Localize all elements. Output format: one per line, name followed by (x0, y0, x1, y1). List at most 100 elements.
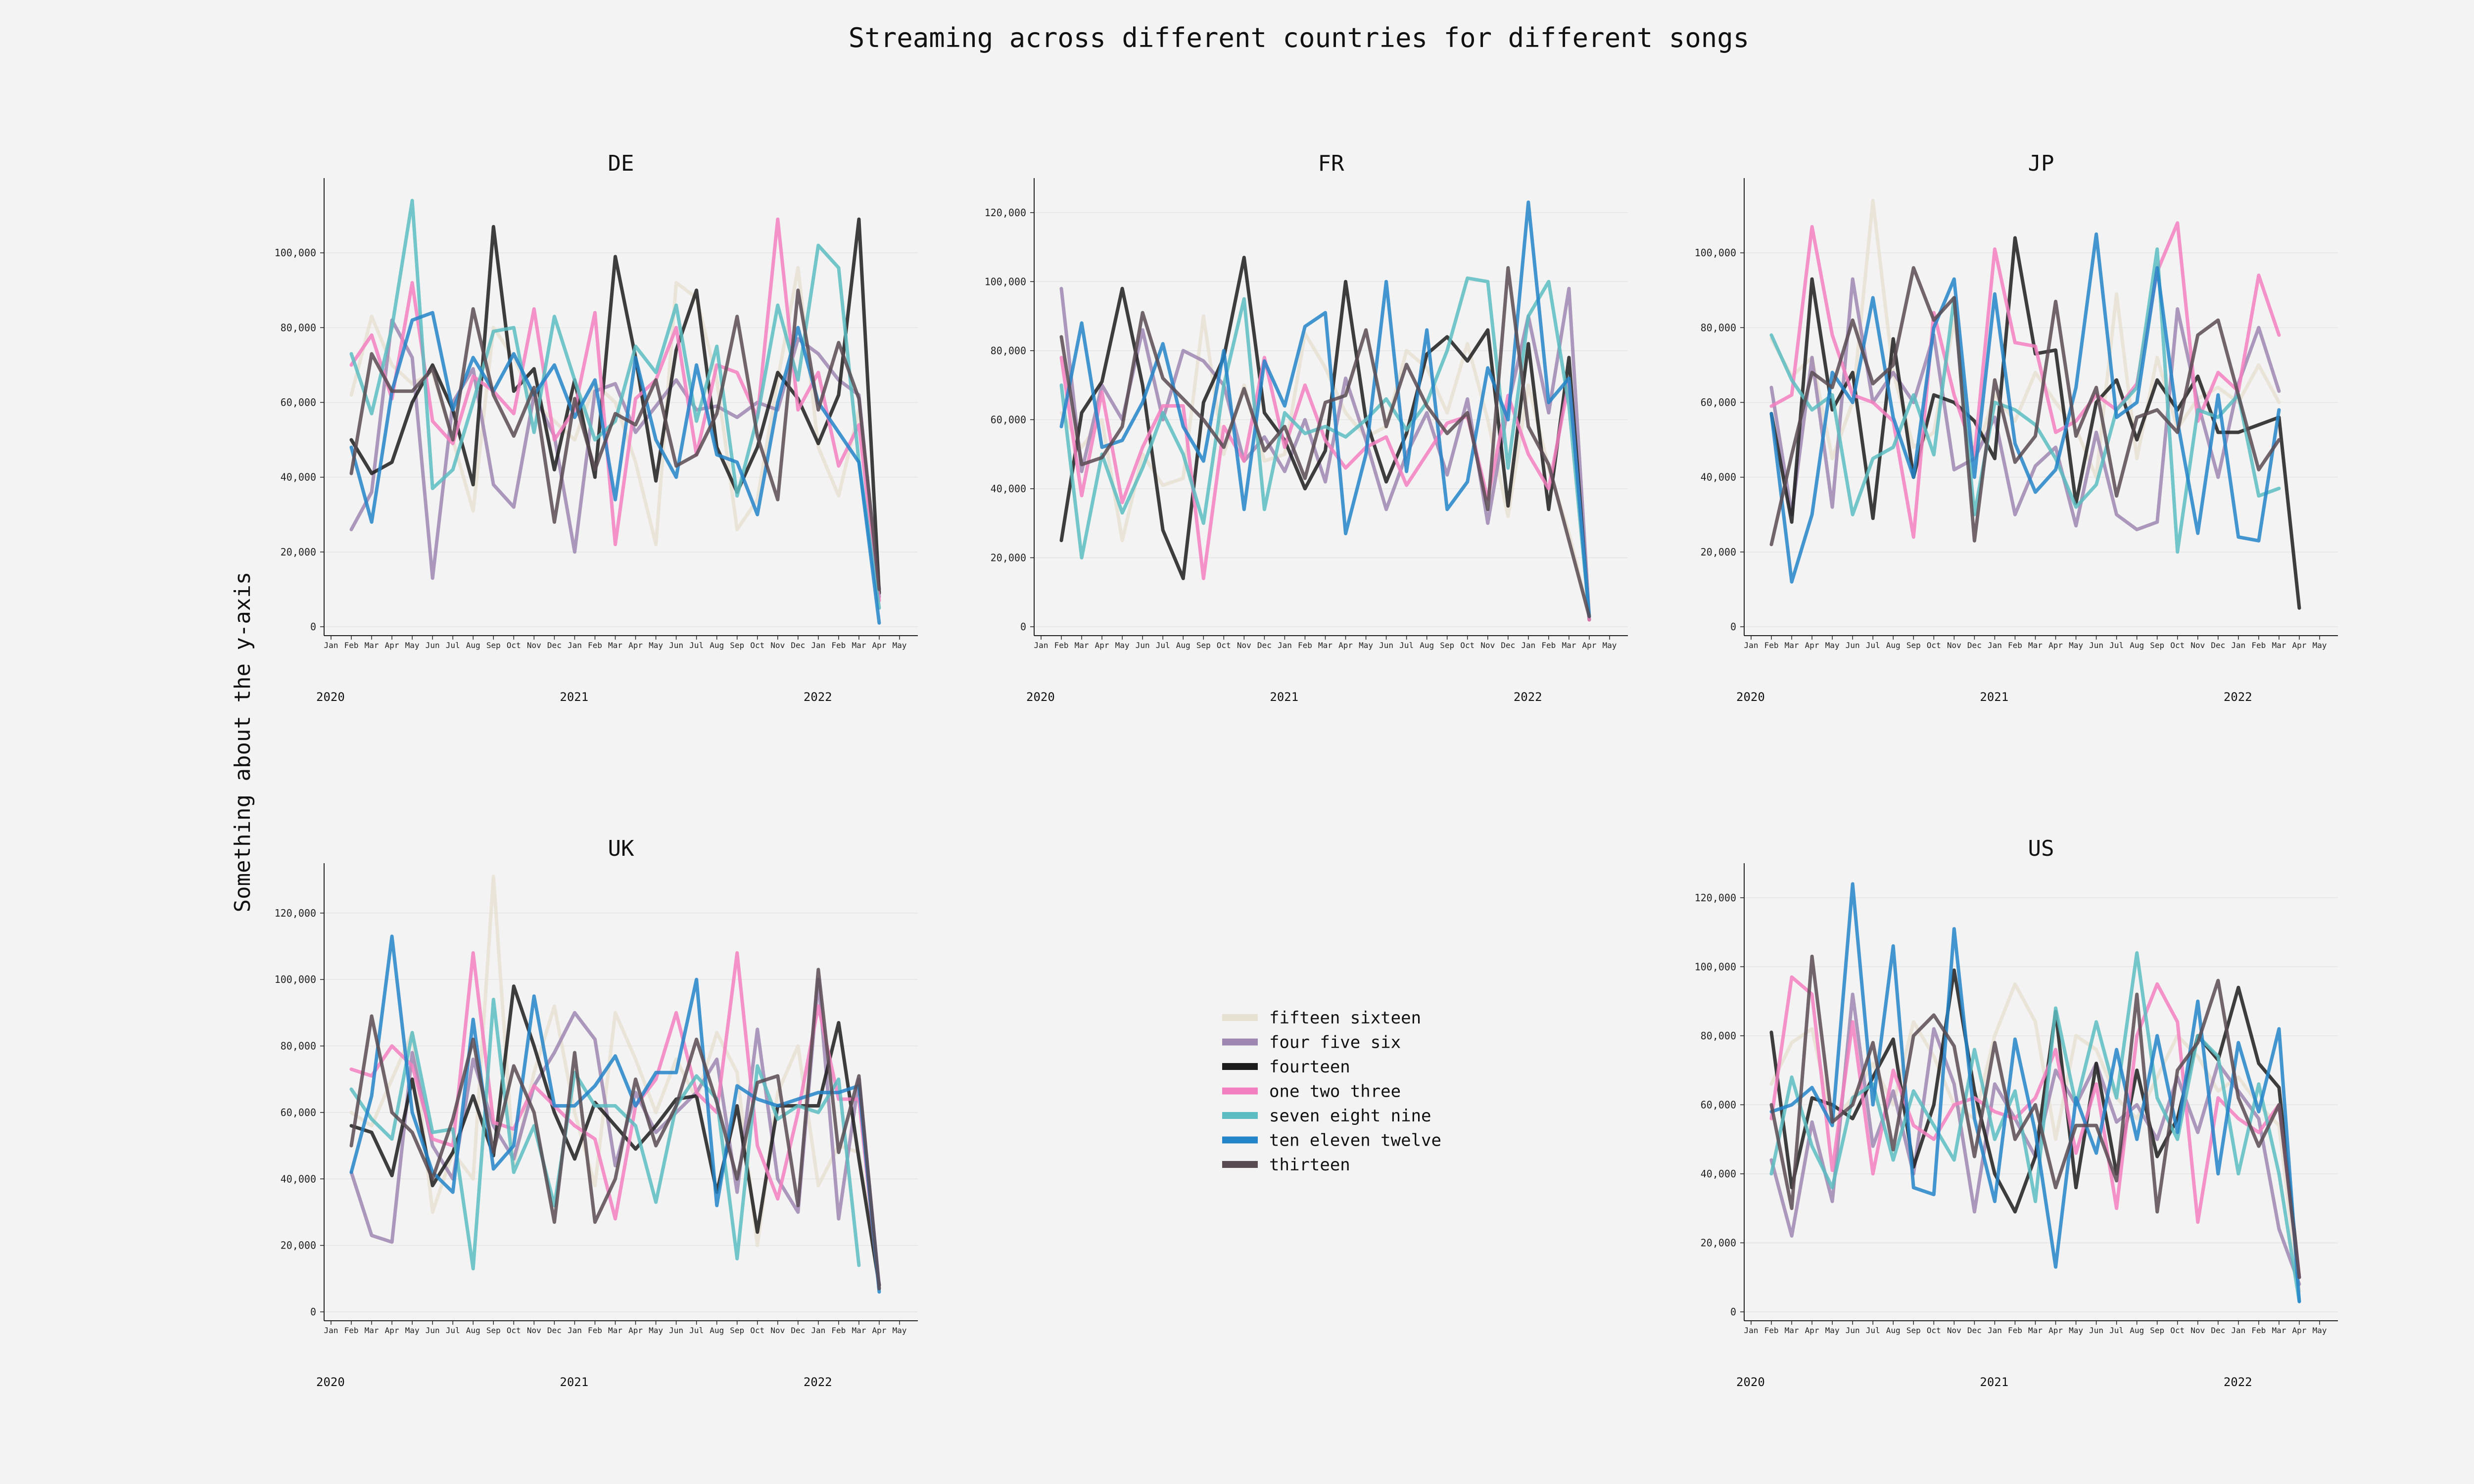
x-tick-label: Feb (2251, 641, 2266, 650)
x-tick-label: Jul (2109, 641, 2124, 650)
series-line-one-two-three (1059, 356, 1591, 622)
figure-title: Streaming across different countries for… (849, 22, 1750, 53)
x-tick-label: Mar (1075, 641, 1089, 650)
x-tick-label: May (1603, 641, 1617, 650)
x-tick-label: Feb (588, 1326, 602, 1335)
x-tick-label: Oct (1927, 1326, 1941, 1335)
x-tick-label: Mar (1318, 641, 1332, 650)
year-label: 2021 (560, 1375, 588, 1389)
x-tick-label: May (2313, 641, 2327, 650)
y-tick-label: 60,000 (281, 1107, 316, 1118)
y-tick-label: 0 (310, 1306, 316, 1318)
x-tick-label: May (893, 641, 907, 650)
y-tick-label: 100,000 (1695, 961, 1736, 973)
x-tick-label: Jun (426, 641, 440, 650)
x-tick-label: Apr (385, 641, 399, 650)
x-tick-label: Dec (1967, 641, 1982, 650)
x-tick-label: Oct (507, 1326, 521, 1335)
panel-title: FR (1318, 151, 1344, 176)
x-tick-label: Sep (2150, 1326, 2164, 1335)
x-tick-label: Mar (1562, 641, 1576, 650)
year-label: 2022 (2224, 1375, 2252, 1389)
x-tick-label: Jan (568, 641, 582, 650)
x-tick-label: Jul (689, 641, 704, 650)
x-tick-label: Jan (1521, 641, 1535, 650)
x-tick-label: Dec (1257, 641, 1272, 650)
x-tick-label: Oct (750, 1326, 764, 1335)
legend-label: one two three (1269, 1082, 1401, 1102)
y-tick-label: 60,000 (1701, 397, 1736, 409)
x-tick-label: May (2069, 641, 2083, 650)
y-tick-label: 20,000 (991, 552, 1026, 563)
x-tick-label: Feb (2008, 1326, 2022, 1335)
x-tick-label: Dec (1501, 641, 1515, 650)
x-tick-label: Dec (2211, 1326, 2225, 1335)
chart-panel-us: 0 20,000 40,000 60,000 80,000 100,000 120,000 J… (1695, 836, 2338, 1389)
series-line-thirteen (1059, 266, 1591, 618)
year-label: 2022 (1514, 690, 1542, 704)
x-tick-label: Jan (1988, 1326, 2002, 1335)
x-tick-label: Apr (1582, 641, 1596, 650)
x-tick-label: Jul (1156, 641, 1170, 650)
x-tick-label: Aug (710, 1326, 724, 1335)
series-line-fifteen-sixteen (1059, 314, 1591, 618)
x-tick-label: Feb (2251, 1326, 2266, 1335)
x-tick-label: Jun (1136, 641, 1150, 650)
y-tick-label: 60,000 (1701, 1099, 1736, 1111)
x-tick-label: May (2313, 1326, 2327, 1335)
x-tick-label: May (2069, 1326, 2083, 1335)
legend-item-fourteen: fourteen (1222, 1057, 1350, 1077)
x-tick-label: Oct (2170, 1326, 2185, 1335)
y-tick-label: 80,000 (281, 1040, 316, 1052)
x-tick-label: Apr (1805, 641, 1819, 650)
y-tick-label: 80,000 (1701, 322, 1736, 333)
x-tick-label: Dec (791, 1326, 805, 1335)
x-tick-label: Apr (628, 641, 643, 650)
x-tick-label: Jul (1399, 641, 1414, 650)
series-line-one-two-three (349, 951, 881, 1291)
x-tick-label: Feb (588, 641, 602, 650)
x-tick-label: Jul (689, 1326, 704, 1335)
x-tick-label: Feb (831, 641, 846, 650)
x-tick-label: Sep (486, 641, 501, 650)
x-tick-label: Nov (527, 641, 541, 650)
x-tick-label: Dec (791, 641, 805, 650)
year-label: 2022 (2224, 690, 2252, 704)
legend-item-four-five-six: four five six (1222, 1033, 1401, 1053)
x-tick-label: Feb (344, 641, 359, 650)
x-tick-label: Jul (1866, 641, 1880, 650)
x-tick-label: Feb (344, 1326, 359, 1335)
y-tick-label: 20,000 (281, 1240, 316, 1252)
x-tick-label: Jan (1278, 641, 1292, 650)
x-tick-label: Mar (2272, 1326, 2286, 1335)
year-label: 2020 (1736, 1375, 1765, 1389)
y-tick-label: 120,000 (985, 207, 1026, 219)
x-tick-label: Sep (1196, 641, 1211, 650)
x-tick-label: Oct (1927, 641, 1941, 650)
x-tick-label: Mar (1785, 641, 1799, 650)
x-tick-label: Sep (730, 641, 744, 650)
x-tick-label: Oct (507, 641, 521, 650)
x-tick-label: May (1825, 1326, 1840, 1335)
series-line-fifteen-sixteen (349, 875, 881, 1287)
x-tick-label: Apr (872, 641, 886, 650)
panel-title: JP (2028, 151, 2054, 176)
x-tick-label: Aug (466, 641, 480, 650)
y-tick-label: 100,000 (275, 974, 316, 985)
year-label: 2020 (316, 1375, 345, 1389)
x-tick-label: Nov (770, 1326, 785, 1335)
x-tick-label: Jan (1988, 641, 2002, 650)
x-tick-label: Jun (1846, 1326, 1860, 1335)
x-tick-label: Sep (486, 1326, 501, 1335)
x-tick-label: Jun (2089, 641, 2103, 650)
x-tick-label: May (405, 641, 420, 650)
legend-item-one-two-three: one two three (1222, 1082, 1401, 1102)
y-tick-label: 120,000 (1695, 892, 1736, 904)
x-tick-label: Oct (750, 641, 764, 650)
legend: fifteen sixteen four five six fourteen one … (1222, 1008, 1441, 1175)
x-tick-label: Apr (872, 1326, 886, 1335)
series-line-one-two-three (1769, 221, 2281, 539)
x-tick-label: Dec (547, 641, 562, 650)
x-tick-label: Dec (1967, 1326, 1982, 1335)
